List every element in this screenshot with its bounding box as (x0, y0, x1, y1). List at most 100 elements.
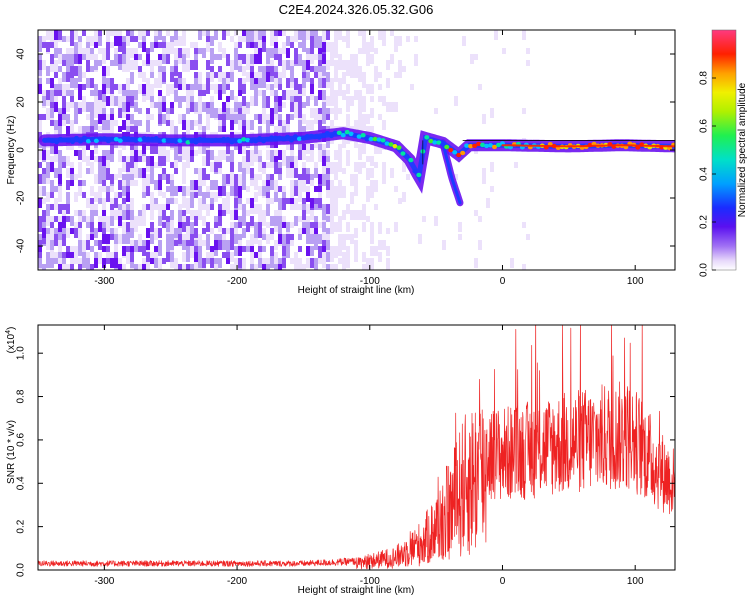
ridge-spot (54, 139, 60, 145)
ridge-spot (368, 136, 374, 142)
spectrogram-noise-low (38, 30, 530, 270)
ridge-spot (237, 138, 243, 144)
ridge-spot (121, 136, 127, 141)
ridge-spot (432, 140, 438, 145)
ridge-spot (412, 168, 418, 174)
spectrogram-y-tick-label: 20 (16, 96, 27, 108)
spectrogram-noise-mid (38, 30, 330, 270)
ridge-spot (85, 138, 91, 144)
ridge-spot (245, 137, 251, 143)
spectrogram-noise-high (38, 30, 330, 270)
ridge-spot (492, 144, 498, 150)
colorbar-tick-label: 0.0 (699, 263, 710, 277)
snr-frame (37, 324, 676, 571)
snr-x-tick-label: -300 (94, 576, 114, 587)
snr-x-ticks: -300 -200 -100 0 100 (94, 325, 644, 587)
snr-y-tick-label: 1.0 (16, 346, 27, 360)
ridge-spot (388, 142, 394, 147)
snr-x-tick-label: 0 (500, 576, 506, 587)
spectrogram-y-tick-label: -40 (16, 238, 27, 253)
ridge-spot (320, 133, 326, 138)
ridge-spot (125, 136, 131, 141)
ridge-spot (42, 137, 48, 143)
spectrogram-x-tick-label: 0 (500, 276, 506, 287)
ridge-spot (257, 136, 263, 141)
ridge-spot (101, 136, 107, 141)
colorbar-ticks: 0.0 0.2 0.4 0.6 0.8 (699, 71, 716, 277)
spectrogram-x-tick-label: 100 (627, 276, 644, 287)
colorbar-tick-label: 0.6 (699, 119, 710, 133)
ridge-spot (241, 137, 247, 142)
ridge-spot (225, 137, 231, 142)
spectrogram-x-label: Height of straight line (km) (298, 285, 415, 296)
spectrogram-noise-peak (38, 30, 326, 270)
ridge-spot (372, 136, 378, 142)
spectrogram-y-tick-label: 40 (16, 48, 27, 60)
ridge-spot (456, 152, 462, 158)
ridge-spot (396, 145, 402, 150)
snr-x-label: Height of straight line (km) (298, 585, 415, 596)
ridge-spot (488, 143, 494, 148)
ridge-spot (468, 144, 474, 149)
ridge-spot (300, 136, 306, 141)
ridge-spot (213, 137, 219, 143)
ridge-spot (404, 153, 410, 159)
ridge-spot (472, 143, 478, 148)
ridge-spot (233, 139, 239, 144)
ridge-spot (105, 138, 111, 144)
ridge-spot (265, 136, 271, 142)
ridge-spot (261, 138, 267, 144)
ridge-spot (316, 135, 322, 140)
spectrogram-y-tick-label: -20 (16, 190, 27, 205)
snr-y-tick-label: 0.8 (16, 389, 27, 403)
ridge-spot (70, 139, 76, 144)
ridge-spot (165, 138, 171, 143)
ridge-spot (177, 138, 183, 143)
ridge-spot (133, 138, 139, 143)
ridge-spot (117, 138, 123, 143)
spectrogram-cells (38, 30, 530, 270)
snr-y-label: SNR (10 * v/v) (6, 420, 17, 484)
ridge-spot (205, 137, 211, 143)
ridge-spot (193, 140, 199, 145)
snr-x-tick-label: -100 (360, 576, 380, 587)
ridge-spot (181, 137, 187, 142)
spectrogram-x-ticks: -300 -200 -100 0 100 (94, 30, 644, 287)
spectrogram-y-ticks: -40 -20 0 20 40 (16, 48, 675, 253)
ridge-spot (149, 136, 155, 142)
ridge-spot (173, 139, 179, 144)
ridge-spot (81, 135, 87, 140)
ridge-spot (352, 133, 358, 138)
ridge-spot (436, 140, 442, 145)
ridge-spot (332, 130, 338, 135)
ridge-spot (364, 137, 370, 142)
ridge-spot (448, 147, 454, 153)
ridge-spot (384, 141, 390, 146)
ridge-spot (296, 136, 302, 142)
ridge-spot (416, 172, 422, 178)
ridge-spot (185, 140, 191, 145)
ridge-spot (109, 136, 115, 142)
ridge-spot (304, 133, 310, 139)
ridge-spot (356, 134, 362, 139)
ridge-spot (340, 132, 346, 138)
snr-y-tick-label: 0.6 (16, 433, 27, 447)
ridge-spot (408, 157, 414, 163)
ridge-spot (380, 138, 386, 143)
ridge-spot (153, 136, 159, 141)
ridge-spot (157, 138, 163, 143)
ridge-spot (145, 136, 151, 142)
spectrogram-y-label: Frequency (Hz) (6, 116, 17, 185)
spectrogram-x-tick-label: -300 (94, 276, 114, 287)
snr-series-line (38, 325, 675, 570)
ridge-spot (93, 138, 99, 143)
ridge-spot (221, 136, 227, 142)
ridge-spot (113, 137, 119, 142)
ridge-spot (328, 133, 334, 139)
ridge-spot (392, 144, 398, 149)
ridge-spot (376, 137, 382, 142)
ridge-spot (444, 144, 450, 150)
ridge-spot (281, 136, 287, 142)
ridge-spot (141, 136, 147, 141)
